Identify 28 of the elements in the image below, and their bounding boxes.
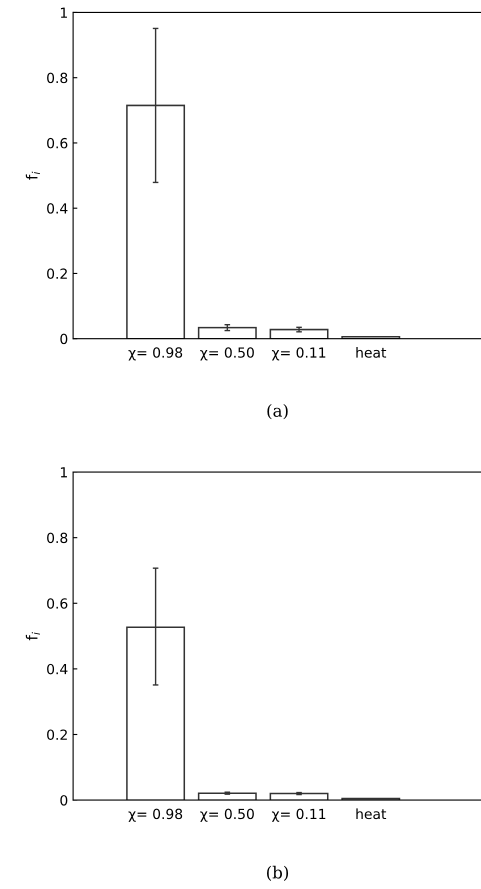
y-tick-label: 0.6: [47, 598, 68, 609]
bar: [270, 792, 329, 800]
x-tick-label: χ= 0.11: [272, 808, 326, 822]
text: (b): [267, 866, 288, 881]
bar: [198, 326, 257, 339]
y-tick-label: 1: [60, 8, 67, 18]
x-tick-label: χ= 0.11: [272, 347, 326, 360]
y-axis-title: f$_{i}$: [26, 632, 40, 640]
text: (a): [267, 404, 288, 420]
x-tick-label: χ= 0.98: [128, 347, 182, 360]
x-tick-label: heat: [356, 347, 386, 358]
bar: [198, 792, 257, 800]
y-axis-title: f$_{i}$: [26, 172, 40, 180]
y-tick-label: 0.6: [47, 138, 68, 148]
y-tick-label: 0: [60, 795, 68, 806]
x-tick-label: χ= 0.98: [128, 808, 182, 822]
y-tick-label: 0.8: [47, 532, 68, 544]
y-tick-label: 1: [60, 467, 67, 478]
y-tick-label: 0.4: [47, 664, 68, 674]
y-tick-label: 0.2: [47, 268, 67, 279]
y-tick-label: 0.8: [47, 72, 68, 84]
bar: [270, 328, 329, 339]
y-tick-label: 0: [60, 334, 68, 344]
y-tick-label: 0.2: [47, 729, 67, 740]
x-tick-label: χ= 0.50: [200, 808, 254, 822]
x-tick-label: heat: [356, 808, 386, 820]
x-tick-label: χ= 0.50: [200, 347, 254, 360]
y-tick-label: 0.4: [47, 203, 68, 214]
